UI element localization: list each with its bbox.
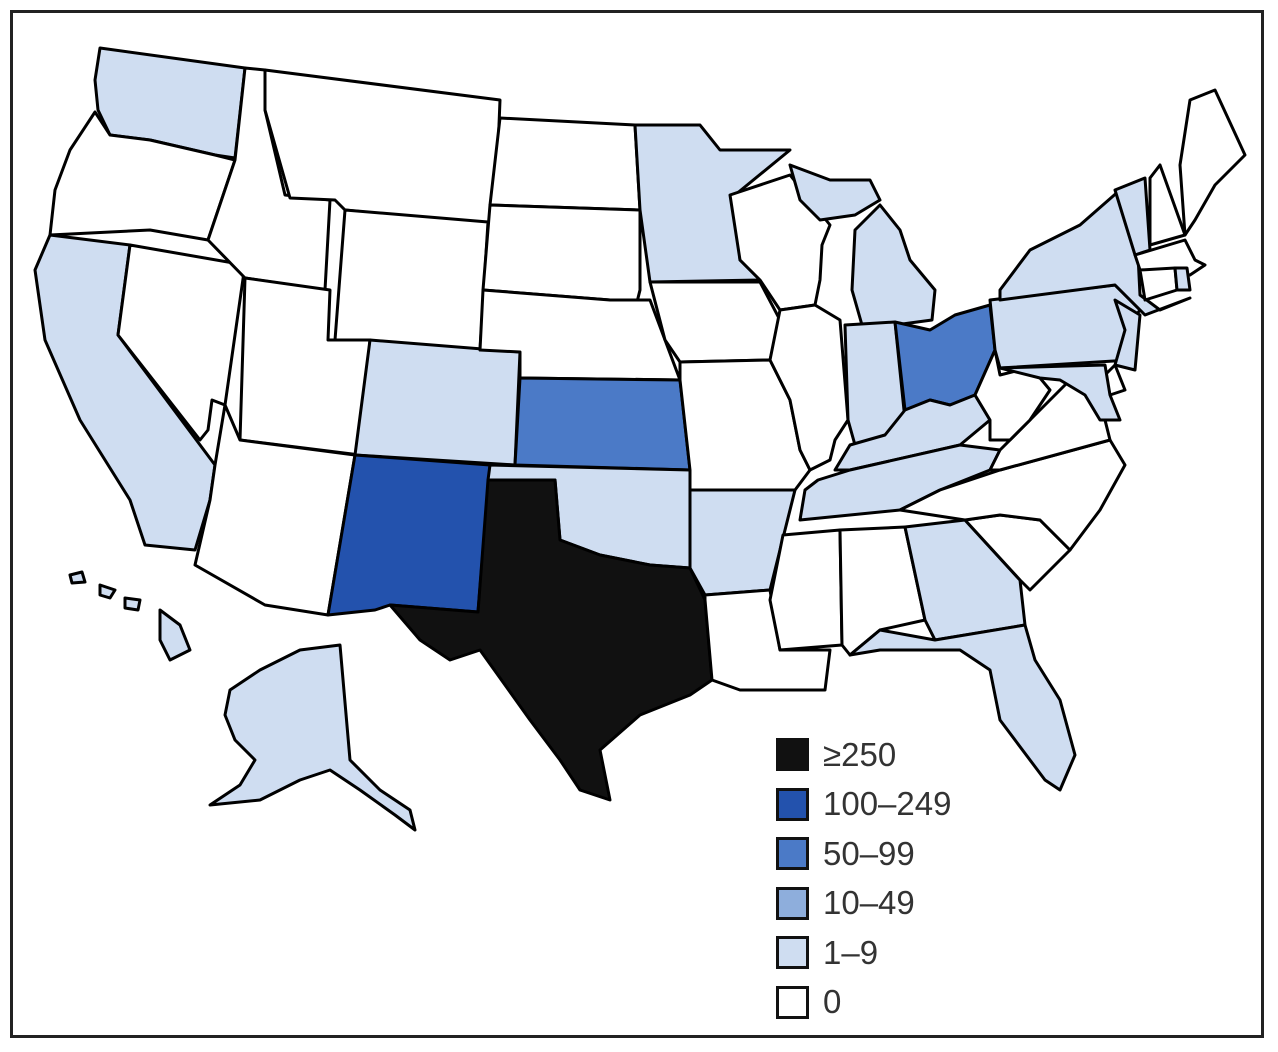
state-nm <box>326 453 492 617</box>
state-hi <box>123 596 142 612</box>
legend-swatch <box>776 787 809 821</box>
legend-item: 100–249 <box>776 780 951 830</box>
state-il <box>768 303 850 472</box>
state-mi <box>850 203 937 327</box>
state-ks <box>513 376 692 472</box>
legend-label: 0 <box>823 983 842 1021</box>
state-ri <box>1173 266 1192 292</box>
legend-label: ≥250 <box>823 735 897 773</box>
state-fl <box>848 623 1077 792</box>
state-nj <box>1113 298 1142 372</box>
state-ak <box>208 643 417 832</box>
legend-label: 10–49 <box>823 884 915 922</box>
state-ct <box>1138 266 1179 302</box>
state-tx <box>388 478 714 802</box>
legend-item: 0 <box>776 978 951 1028</box>
legend-swatch <box>776 936 809 970</box>
state-md <box>998 363 1122 422</box>
legend-swatch <box>776 886 809 920</box>
legend: ≥250 100–249 50–99 10–49 1–9 0 <box>776 730 951 1027</box>
legend-swatch <box>776 985 809 1019</box>
legend-item: ≥250 <box>776 730 951 780</box>
state-nd <box>488 116 642 212</box>
state-tn <box>798 443 1002 522</box>
map-frame <box>10 10 1264 1038</box>
state-miu <box>788 163 882 222</box>
legend-item: 50–99 <box>776 829 951 879</box>
state-hi <box>68 570 87 585</box>
state-co <box>353 338 522 467</box>
state-wy <box>333 208 490 352</box>
legend-swatch <box>776 738 809 772</box>
legend-label: 100–249 <box>823 785 952 823</box>
state-ms <box>768 528 844 652</box>
state-me <box>1178 88 1247 237</box>
legend-label: 1–9 <box>823 933 879 971</box>
legend-item: 10–49 <box>776 879 951 929</box>
legend-label: 50–99 <box>823 834 915 872</box>
state-hi <box>158 608 192 662</box>
state-ny <box>998 188 1192 317</box>
state-hi <box>98 583 117 600</box>
state-nv <box>116 243 247 442</box>
legend-item: 1–9 <box>776 928 951 978</box>
legend-swatch <box>776 837 809 871</box>
